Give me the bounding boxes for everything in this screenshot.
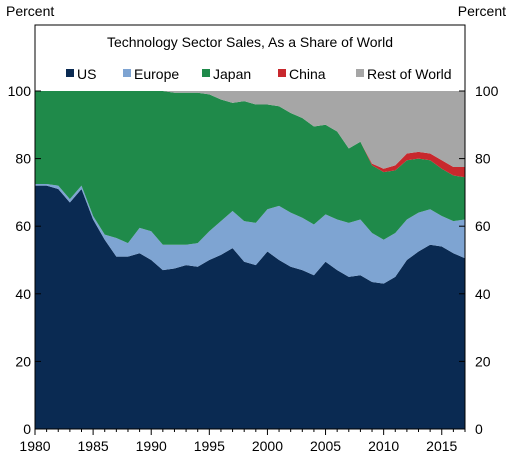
area-japan xyxy=(35,91,465,245)
area-layer xyxy=(35,91,465,429)
legend-label-us: US xyxy=(77,66,96,82)
y-tick-label-left: 80 xyxy=(15,151,31,167)
y-tick-label-left: 60 xyxy=(15,218,31,234)
legend-swatch-rest-of-world xyxy=(356,69,364,77)
left-axis-unit-label: Percent xyxy=(6,3,54,19)
axes: 0 0 20 20 40 40 60 60 80 80 100 100 1980 1985 1990 1995… xyxy=(8,83,499,454)
x-tick-label: 1990 xyxy=(136,438,167,454)
legend: US Europe Japan China Rest of World xyxy=(66,66,452,82)
legend-label-china: China xyxy=(289,66,326,82)
area-us xyxy=(35,185,465,429)
plot-frame xyxy=(34,24,466,430)
x-tick-label: 2010 xyxy=(368,438,399,454)
x-tick-label: 2015 xyxy=(426,438,457,454)
x-tick-label: 1980 xyxy=(19,438,50,454)
right-axis-unit-label: Percent xyxy=(458,3,506,19)
y-tick-label-left: 0 xyxy=(23,421,31,437)
y-tick-label-right: 0 xyxy=(475,421,483,437)
x-tick-label: 1985 xyxy=(78,438,109,454)
area-rest-of-world xyxy=(35,91,465,169)
chart-title: Technology Sector Sales, As a Share of W… xyxy=(107,34,393,50)
y-tick-label-left: 20 xyxy=(15,353,31,369)
y-tick-label-left: 40 xyxy=(15,286,31,302)
y-tick-label-left: 100 xyxy=(8,83,32,99)
x-tick-label: 2005 xyxy=(310,438,341,454)
x-tick-label: 1995 xyxy=(194,438,225,454)
y-tick-label-right: 100 xyxy=(475,83,499,99)
legend-swatch-japan xyxy=(202,69,210,77)
y-tick-label-right: 20 xyxy=(475,353,491,369)
y-tick-label-right: 60 xyxy=(475,218,491,234)
legend-label-rest-of-world: Rest of World xyxy=(367,66,452,82)
legend-label-europe: Europe xyxy=(134,66,179,82)
area-europe xyxy=(35,183,465,284)
legend-swatch-china xyxy=(278,69,286,77)
y-tick-label-right: 40 xyxy=(475,286,491,302)
legend-swatch-europe xyxy=(123,69,131,77)
legend-swatch-us xyxy=(66,69,74,77)
legend-label-japan: Japan xyxy=(213,66,251,82)
y-tick-label-right: 80 xyxy=(475,151,491,167)
x-tick-label: 2000 xyxy=(252,438,283,454)
